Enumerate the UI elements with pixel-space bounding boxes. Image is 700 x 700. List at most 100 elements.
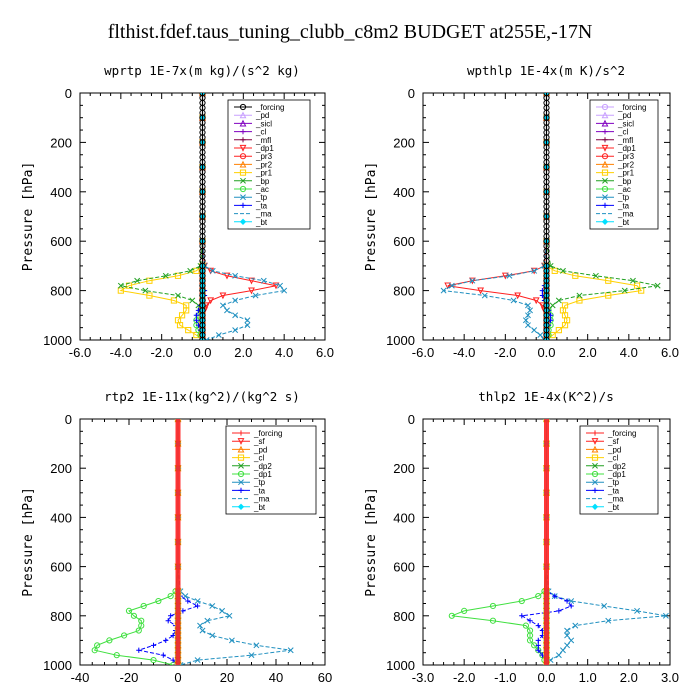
series-point [555,652,562,659]
series-point [244,317,251,324]
legend-marker [592,487,598,493]
series-point [167,593,174,600]
y-tick-label: 200 [50,461,72,476]
y-tick-label: 400 [50,185,72,200]
series-point [568,637,575,644]
series-point [121,632,128,639]
legend-label: _ta [607,486,620,495]
y-tick-label: 0 [408,412,415,427]
series-point [549,331,556,339]
chart-panel-3: rtp2 1E-11x(kg^2)/(kg^2 s)-40 -20 0 20 40 600… [21,389,332,685]
series-point [193,312,199,318]
series-point [518,597,525,605]
series-point [253,642,260,649]
series-point [232,297,239,304]
x-tick-label: 3.0 [661,670,679,685]
series-line-dp1 [93,419,179,665]
series-group [448,419,669,665]
series-point [576,292,583,299]
series-point [232,327,239,334]
series-point [605,277,612,284]
series-point [199,336,206,340]
series-point [140,602,147,610]
series-point [526,637,534,644]
legend-marker [592,430,598,436]
series-point [489,602,497,610]
legend-marker [240,177,246,184]
series-point [142,287,149,294]
legend-label: _cl [253,454,264,463]
legend-marker [602,177,608,184]
legend-marker [591,503,599,510]
series-point [187,267,194,274]
series-point [136,647,142,653]
series-point [532,297,540,305]
series-point [165,618,171,624]
series-point [193,317,199,323]
panel-title: wpthlp 1E-4x(m K)/s^2 [467,63,625,78]
series-point [638,287,645,294]
series-point [248,652,255,659]
series-point [281,287,288,294]
series-point [525,302,531,309]
series-point [551,267,558,274]
series-point [561,322,569,329]
y-tick-label: 600 [393,560,415,575]
legend: _forcing_pd_sicl_cl_mfl_dp1_pr3_pr2_pr1_… [589,99,659,230]
legend-label: _dp1 [255,144,274,153]
series-point [662,612,669,619]
legend-marker [591,470,599,478]
series-group [440,93,661,340]
x-tick-label: 1.0 [579,670,597,685]
legend-marker [240,194,246,201]
series-point [174,272,182,279]
legend-label: _tp [617,193,630,202]
series-point [113,652,120,659]
x-tick-label: 0.0 [193,345,211,360]
chart-panel-4: thlp2 1E-4x(K^2)/s -3.0 -2.0 -1.0 0.0 1.0 2.0 3… [364,389,679,685]
series-point [555,297,562,304]
y-tick-label: 1000 [43,658,72,673]
series-point [605,292,612,299]
legend-label: _bp [617,177,632,186]
y-tick-label: 800 [393,284,415,299]
legend-label: _forcing [617,103,646,112]
series-point [170,297,178,304]
legend-marker [601,119,609,127]
series-point [568,603,574,609]
legend-marker [601,111,609,119]
panel-title: thlp2 1E-4x(K^2)/s [478,389,613,404]
x-tick-label: 2.0 [234,345,252,360]
series-point [564,642,571,649]
legend: _forcing_pd_sicl_cl_mfl_dp1_pr3_pr2_pr1_… [227,99,311,230]
y-tick-label: 600 [50,560,72,575]
legend-label: _forcing [607,429,636,438]
legend-label: _ma [255,210,272,219]
series-point [178,312,186,319]
series-point [510,297,517,304]
series-point [576,297,583,304]
series-point [448,282,455,289]
legend-marker [240,202,246,208]
series-point [146,292,153,299]
legend-label: _bp [255,177,270,186]
legend-label: _dp1 [607,470,626,479]
series-point [134,277,141,284]
x-tick-label: 0.0 [537,670,555,685]
series-point [621,287,628,294]
series-point [180,608,186,614]
x-tick-label: 2.0 [620,670,638,685]
legend-label: _mfl [255,136,271,145]
legend-label: _pd [255,111,269,120]
legend-box [225,425,317,515]
y-tick-label: 400 [393,185,415,200]
series-point [489,617,497,624]
legend-marker [239,144,247,152]
y-tick-label: 1000 [43,333,72,348]
legend-label: _ta [255,201,268,210]
y-tick-label: 0 [408,86,415,101]
legend-marker [237,438,245,445]
y-tick-label: 0 [65,412,72,427]
series-point [448,612,455,619]
